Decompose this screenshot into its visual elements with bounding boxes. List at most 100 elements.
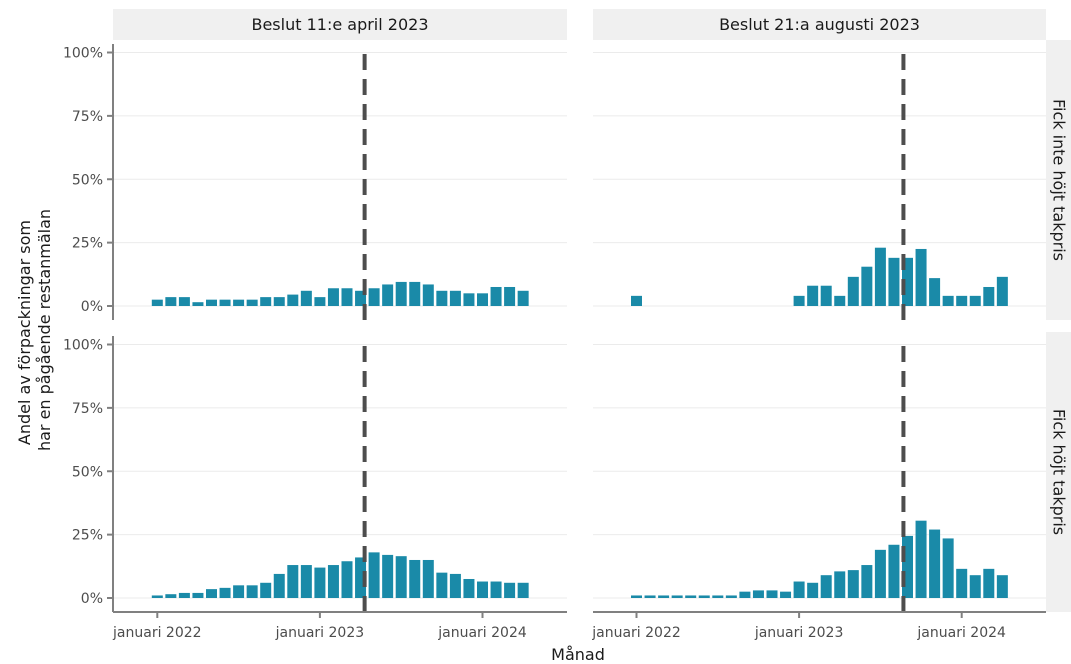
bar: [341, 288, 353, 306]
bar: [807, 285, 819, 306]
bar: [956, 568, 968, 598]
panel-r2-c1: [113, 344, 567, 612]
bar: [969, 295, 981, 306]
bar: [327, 565, 339, 598]
bar: [725, 595, 737, 598]
x-tick-label: januari 2024: [916, 625, 1006, 641]
bar: [739, 591, 751, 598]
y-tick-label: 0%: [81, 299, 103, 315]
bar: [820, 285, 832, 306]
y-tick-label: 50%: [72, 464, 103, 480]
bar: [969, 575, 981, 598]
x-axis-title: Månad: [551, 645, 605, 664]
bar: [752, 590, 764, 598]
bar: [929, 529, 941, 598]
y-tick-label: 100%: [63, 46, 103, 62]
bar: [847, 570, 859, 598]
row-strip-label-1: Fick inte höjt takpris: [1050, 99, 1069, 261]
bar: [233, 585, 245, 598]
bar: [368, 288, 380, 306]
bar: [861, 266, 873, 306]
bar: [165, 297, 177, 306]
bar: [409, 559, 421, 598]
bar: [780, 591, 792, 598]
bar: [504, 582, 516, 598]
bar: [874, 247, 886, 306]
bar: [996, 276, 1008, 306]
bar: [490, 286, 502, 306]
bar: [260, 297, 272, 306]
bar: [888, 257, 900, 306]
x-tick-label: januari 2023: [275, 625, 365, 641]
bar: [287, 294, 299, 306]
x-tick-label: januari 2024: [437, 625, 527, 641]
bar: [463, 293, 475, 306]
y-tick-label: 100%: [63, 338, 103, 354]
y-tick-label: 0%: [81, 591, 103, 607]
x-tick-label: januari 2022: [591, 625, 681, 641]
bar: [834, 571, 846, 598]
bar: [658, 595, 670, 598]
row-strip-2: [1046, 332, 1071, 612]
bar: [956, 295, 968, 306]
bar: [685, 595, 697, 598]
bar: [178, 592, 190, 598]
bar: [206, 589, 217, 598]
bar: [436, 290, 448, 306]
bar: [490, 581, 502, 598]
bar: [983, 286, 995, 306]
bar: [631, 295, 642, 306]
y-tick-label: 25%: [72, 528, 103, 544]
bar: [504, 286, 516, 306]
row-strip-1: [1046, 40, 1071, 320]
bar: [287, 565, 299, 598]
y-axis-title: Andel av förpackningar som har en pågåen…: [15, 209, 54, 451]
bar: [341, 561, 353, 598]
bar: [151, 595, 163, 598]
bar: [422, 559, 434, 598]
bar: [165, 594, 177, 598]
bar: [929, 278, 941, 306]
panels-layer: Beslut 11:e april 2023 Beslut 21:a august…: [63, 9, 1071, 641]
bar: [517, 290, 529, 306]
column-strip-label-1: Beslut 11:e april 2023: [251, 15, 428, 34]
bar: [793, 295, 805, 306]
bar: [219, 299, 231, 306]
y-tick-label: 75%: [72, 401, 103, 417]
bar: [300, 565, 312, 598]
x-tick-label: januari 2022: [112, 625, 202, 641]
bar: [477, 581, 488, 598]
y-axis-title-line-2: har en pågående restanmälan: [35, 209, 54, 451]
bar: [517, 582, 529, 598]
bar: [820, 575, 832, 598]
bar: [314, 567, 326, 598]
bar: [192, 592, 204, 598]
bar: [206, 299, 217, 306]
bar: [983, 568, 995, 598]
bar: [246, 299, 258, 306]
bar: [793, 581, 805, 598]
bar: [915, 248, 927, 306]
bar: [422, 284, 434, 306]
bar: [449, 573, 461, 598]
bar: [178, 297, 190, 306]
bar: [260, 582, 272, 598]
bar: [151, 299, 163, 306]
bar: [671, 595, 683, 598]
bar: [395, 556, 407, 598]
bar: [874, 549, 886, 598]
bar: [382, 284, 394, 306]
bar: [219, 587, 231, 598]
bar: [436, 572, 448, 598]
bar: [902, 257, 913, 306]
bar: [246, 585, 258, 598]
row-strip-label-2: Fick höjt takpris: [1050, 409, 1069, 535]
bar: [847, 276, 859, 306]
bar: [368, 552, 380, 598]
bar: [996, 575, 1008, 598]
bar: [355, 557, 367, 598]
bar: [327, 288, 339, 306]
bar: [477, 293, 488, 306]
bar: [766, 590, 778, 598]
bar: [631, 595, 642, 598]
